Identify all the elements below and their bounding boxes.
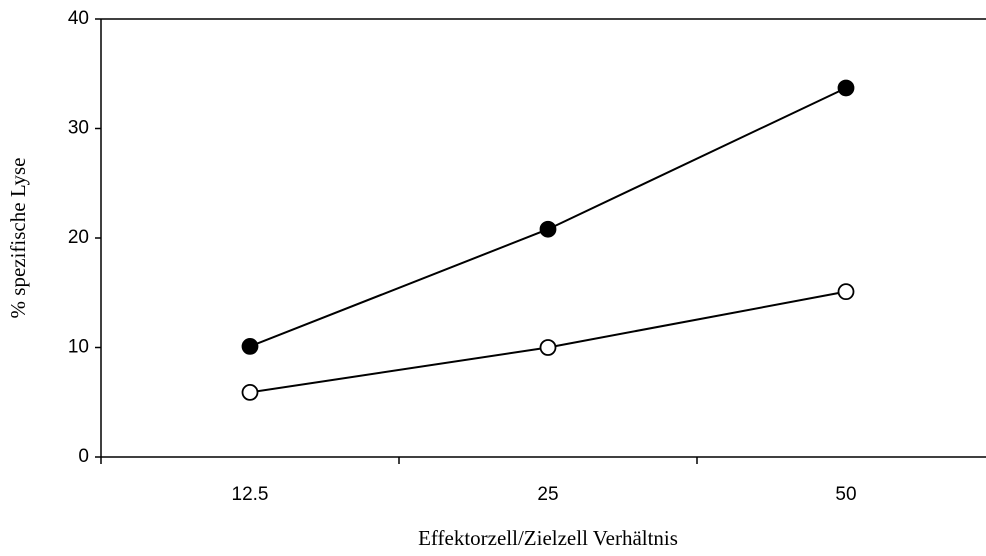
marker: [241, 383, 259, 401]
marker: [539, 220, 557, 238]
x-axis-title: Effektorzell/Zielzell Verhältnis: [418, 526, 678, 550]
y-tick-label: 40: [68, 8, 89, 29]
x-tick-label: 25: [537, 484, 558, 505]
marker: [837, 283, 855, 301]
x-tick-label: 12.5: [232, 484, 269, 505]
y-tick-label: 0: [78, 446, 89, 467]
x-tick-label: 50: [835, 484, 856, 505]
y-tick-label: 10: [68, 337, 89, 358]
marker: [837, 79, 855, 97]
y-tick-label: 20: [68, 227, 89, 248]
marker: [241, 338, 259, 355]
y-tick-label: 30: [68, 118, 89, 139]
marker: [539, 339, 557, 356]
y-axis-title: % spezifische Lyse: [6, 158, 30, 319]
